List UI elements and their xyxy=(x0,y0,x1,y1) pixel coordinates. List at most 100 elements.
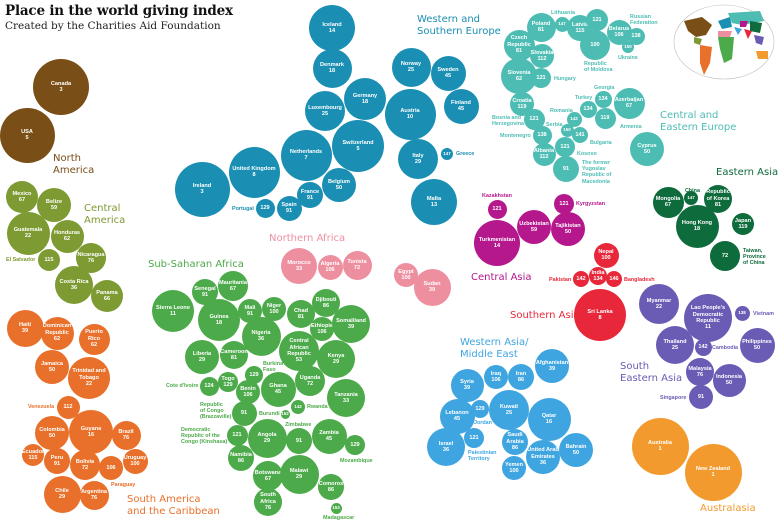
country-rank: 121 xyxy=(529,115,539,122)
country-rank: 76 xyxy=(264,505,272,512)
country-rank: 25 xyxy=(505,410,513,416)
country-name: Lebanon xyxy=(445,409,469,416)
country-bubble: Denmark 18 xyxy=(312,48,352,88)
country-name: Panama xyxy=(96,289,118,296)
country-rank: 91 xyxy=(246,311,254,317)
country-rank: 76 xyxy=(90,495,98,501)
country-bubble: 142 xyxy=(694,338,712,356)
country-name: Czech Republic xyxy=(507,35,531,48)
country-rank: 50 xyxy=(48,367,56,373)
country-rank: 67 xyxy=(229,286,237,292)
region-label: Southern Asia xyxy=(510,310,580,321)
country-bubble: 121 xyxy=(226,424,248,446)
country-name: Nicaragua xyxy=(77,251,105,258)
country-bubble: Yemen 100 xyxy=(502,456,526,480)
country-bubble: USA 5 xyxy=(0,107,55,163)
country-rank: 29 xyxy=(198,357,206,363)
country-label: Singapore xyxy=(660,395,687,401)
country-rank: 5 xyxy=(356,146,360,152)
country-rank: 106 xyxy=(614,32,624,38)
country-rank: 119 xyxy=(738,224,748,230)
country-name: Brazil xyxy=(118,428,134,435)
country-bubble: Tanzania 33 xyxy=(327,379,365,417)
country-label: Cote d'Ivoire xyxy=(166,383,199,389)
country-rank: 45 xyxy=(444,73,452,79)
country-bubble: Lebanon 45 xyxy=(439,398,475,434)
country-name: Chile xyxy=(55,487,69,494)
country-name: Philippines xyxy=(742,338,772,345)
country-bubble: Haiti 39 xyxy=(6,309,44,347)
country-name: Japan xyxy=(734,217,752,224)
country-name: Puerto Rico xyxy=(85,329,103,342)
country-rank: 147 xyxy=(443,151,451,157)
country-name: Israel xyxy=(438,440,454,447)
country-bubble: Guyana 16 xyxy=(69,410,113,454)
country-bubble: 147 xyxy=(554,16,570,32)
country-name: Sudan xyxy=(423,280,441,287)
country-name: Hong Kong xyxy=(681,219,713,226)
country-rank: 25 xyxy=(407,67,415,73)
country-name: Spain xyxy=(281,201,297,208)
country-rank: 152 xyxy=(281,411,289,417)
country-bubble: Poland 81 xyxy=(526,12,556,42)
country-rank: 124 xyxy=(204,382,214,389)
country-label: Vietnam xyxy=(753,311,774,317)
world-map-globe-icon xyxy=(673,4,775,80)
country-name: Myanmar xyxy=(646,297,672,304)
country-bubble: Botswana 67 xyxy=(253,461,283,491)
country-bubble: Peru 91 xyxy=(44,448,70,474)
country-bubble: Namibia 86 xyxy=(228,445,254,471)
country-bubble: Thailand 25 xyxy=(656,326,694,364)
country-bubble: Brazil 76 xyxy=(111,420,141,450)
country-label: China xyxy=(685,188,700,194)
country-name: Argentina xyxy=(80,488,108,495)
country-rank: 142 xyxy=(294,404,302,410)
country-bubble: Belgium 50 xyxy=(322,168,356,202)
country-label: Venezuela xyxy=(28,404,55,410)
country-name: Tunisia xyxy=(347,258,367,265)
country-rank: 91 xyxy=(697,393,705,400)
country-bubble: Albania 112 xyxy=(532,142,556,166)
region-label: Sub-Saharan Africa xyxy=(148,259,244,270)
country-name: Uzbekistan xyxy=(519,220,549,227)
country-rank: 16 xyxy=(87,432,95,438)
country-bubble: 100 xyxy=(580,30,610,60)
country-label: Jordan xyxy=(474,420,492,426)
country-name: Liberia xyxy=(192,350,212,357)
country-name: Guatemala xyxy=(13,226,43,233)
country-rank: 150 xyxy=(563,127,571,133)
country-name: USA xyxy=(21,128,33,135)
country-rank: 62 xyxy=(53,336,61,343)
country-bubble: 146 xyxy=(606,271,622,287)
country-name: Slovenia xyxy=(507,69,531,76)
country-bubble: 91 xyxy=(689,385,713,409)
country-rank: 66 xyxy=(103,296,111,302)
country-bubble: Czech Republic 81 xyxy=(503,29,535,61)
country-rank: 129 xyxy=(260,204,270,211)
country-bubble: 150 xyxy=(622,41,634,53)
country-name: Sierra Leone xyxy=(156,304,190,311)
country-rank: 3 xyxy=(200,189,204,195)
chart-subtitle: Created by the Charities Aid Foundation xyxy=(5,20,221,32)
country-name: Guinea xyxy=(209,313,229,320)
country-rank: 72 xyxy=(81,465,89,471)
country-rank: 50 xyxy=(725,380,733,386)
country-label: Greece xyxy=(456,151,475,157)
country-bubble: Saudi Arabia 86 xyxy=(502,429,528,455)
country-name: New Zealand xyxy=(695,465,731,472)
country-name: Jamaica xyxy=(40,360,64,367)
country-name: Iceland xyxy=(322,21,342,28)
country-rank: 129 xyxy=(475,405,485,412)
country-name: Kenya xyxy=(327,352,345,359)
country-label: Democratic Republic of the Congo (Kinsha… xyxy=(181,427,228,446)
country-rank: 45 xyxy=(274,389,282,395)
country-name: Nigeria xyxy=(251,329,271,336)
country-rank: 29 xyxy=(263,438,271,444)
country-label: Taiwan, Province of China xyxy=(743,248,766,267)
country-bubble: Somaliland 39 xyxy=(332,305,370,343)
country-name: Slovakia xyxy=(530,49,554,56)
region-label: Western Asia/ Middle East xyxy=(460,337,529,360)
country-name: Ecuador xyxy=(21,448,45,455)
country-name: Mauritania xyxy=(219,279,247,286)
